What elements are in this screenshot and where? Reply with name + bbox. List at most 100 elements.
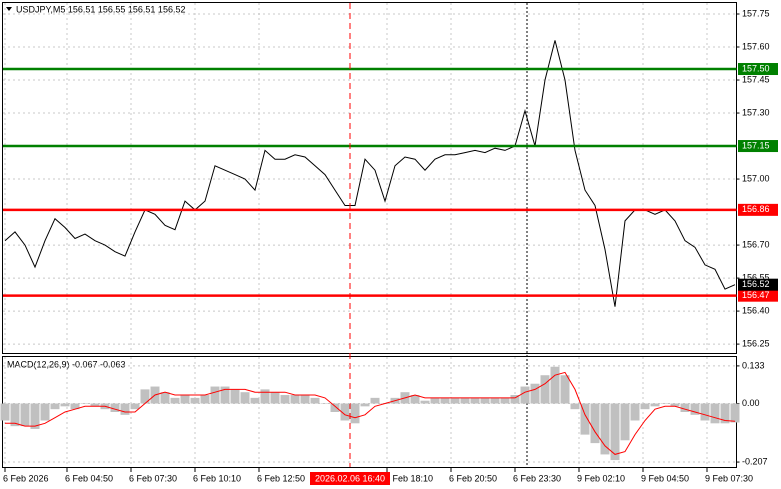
macd-bar — [650, 403, 660, 407]
level-label: 157.50 — [742, 63, 770, 73]
x-tick-label: 6 Feb 04:50 — [65, 473, 113, 483]
macd-bar — [450, 397, 460, 404]
macd-bar — [60, 403, 70, 407]
y-tick-label: 156.40 — [742, 305, 770, 315]
y-tick-label: 157.75 — [742, 8, 770, 18]
x-tick-label: 6 Feb 07:30 — [129, 473, 177, 483]
macd-bar — [0, 403, 10, 421]
macd-bar — [210, 386, 220, 404]
y-tick-label: 0.133 — [742, 360, 765, 370]
macd-bar — [90, 403, 100, 407]
macd-bar — [10, 403, 20, 427]
macd-bar — [710, 403, 720, 424]
y-tick-label: 156.55 — [742, 272, 770, 282]
macd-bar — [470, 397, 480, 404]
last-price-bg — [738, 278, 778, 291]
macd-bar — [350, 403, 360, 424]
macd-bar — [300, 395, 310, 404]
y-tick-label: 156.25 — [742, 338, 770, 348]
macd-bar — [630, 403, 640, 421]
level-label-bg — [738, 289, 778, 302]
macd-bar — [370, 397, 380, 404]
macd-bar — [600, 403, 610, 455]
x-tick-label: 6 Feb 2026 — [3, 473, 49, 483]
macd-bar — [310, 397, 320, 404]
macd-bar — [240, 392, 250, 404]
macd-bar — [570, 403, 580, 410]
macd-bar — [80, 403, 90, 405]
macd-bar — [170, 397, 180, 404]
macd-bar — [40, 403, 50, 421]
macd-bar — [490, 397, 500, 404]
macd-bar — [250, 397, 260, 404]
macd-bar — [520, 386, 530, 404]
macd-bar — [660, 403, 670, 405]
level-label-bg — [738, 63, 778, 76]
macd-bar — [110, 403, 120, 412]
crosshair-label: 2026.02.06 16:40 — [315, 473, 385, 483]
level-label: 156.86 — [742, 204, 770, 214]
y-tick-label: 157.30 — [742, 107, 770, 117]
y-tick-label: 156.70 — [742, 239, 770, 249]
macd-bar — [640, 403, 650, 410]
macd-bar — [120, 403, 130, 415]
macd-bar — [530, 383, 540, 404]
macd-bar — [360, 403, 370, 407]
y-tick-label: 157.45 — [742, 74, 770, 84]
level-label-bg — [738, 140, 778, 153]
macd-bar — [580, 403, 590, 435]
macd-bar — [440, 397, 450, 404]
macd-bar — [540, 375, 550, 404]
macd-bar — [320, 403, 330, 405]
macd-bar — [200, 395, 210, 404]
x-tick-label: 9 Feb 02:10 — [577, 473, 625, 483]
macd-bar — [430, 397, 440, 404]
macd-bar — [20, 403, 30, 427]
macd-bar — [220, 386, 230, 404]
level-label: 156.47 — [742, 290, 770, 300]
macd-bar — [560, 375, 570, 404]
y-tick-label: -0.207 — [742, 456, 768, 466]
macd-bar — [700, 403, 710, 421]
x-tick-label: 6 Feb 10:10 — [193, 473, 241, 483]
x-tick-label: 9 Feb 07:30 — [705, 473, 753, 483]
y-tick-label: 157.60 — [742, 41, 770, 51]
macd-bar — [620, 403, 630, 441]
x-tick-label: 9 Feb 04:50 — [641, 473, 689, 483]
macd-bar — [610, 403, 620, 461]
macd-bar — [510, 395, 520, 404]
macd-bar — [160, 392, 170, 404]
price-line — [4, 40, 736, 307]
x-tick-label: 6 Feb 20:50 — [449, 473, 497, 483]
macd-bar — [230, 389, 240, 404]
macd-bar — [50, 403, 60, 410]
macd-bar — [290, 395, 300, 404]
macd-bar — [30, 403, 40, 429]
macd-bar — [690, 403, 700, 415]
macd-bar — [280, 395, 290, 404]
macd-bar — [480, 397, 490, 404]
y-tick-label: 0.00 — [742, 398, 760, 408]
macd-bar — [130, 403, 140, 410]
macd-signal-line — [5, 371, 736, 455]
macd-bar — [260, 389, 270, 404]
level-label-bg — [738, 203, 778, 216]
macd-bar — [140, 389, 150, 404]
crosshair-label-bg — [310, 472, 390, 485]
price-panel-frame — [2, 2, 737, 354]
macd-bar — [670, 403, 680, 407]
macd-bar — [330, 403, 340, 412]
macd-bar — [340, 403, 350, 421]
chart-title: USDJPY,M5 156.51 156.55 156.51 156.52 — [16, 4, 185, 14]
level-label: 157.15 — [742, 140, 770, 150]
macd-bar — [420, 400, 430, 404]
y-tick-label: 157.00 — [742, 173, 770, 183]
macd-title: MACD(12,26,9) -0.067 -0.063 — [7, 359, 126, 369]
x-tick-label: 6 Feb 18:10 — [385, 473, 433, 483]
x-tick-label: 6 Feb 12:50 — [257, 473, 305, 483]
macd-bar — [550, 366, 560, 404]
macd-bar — [460, 397, 470, 404]
macd-bar — [70, 403, 80, 410]
